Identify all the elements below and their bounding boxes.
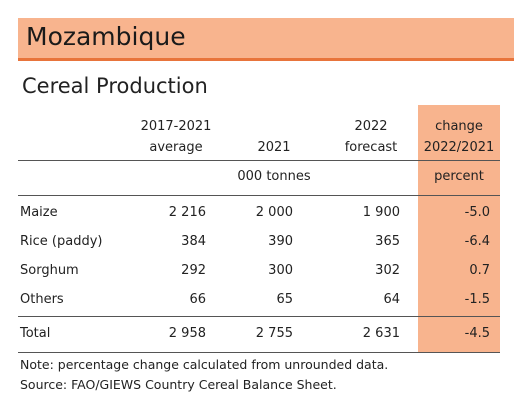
- row-label: Others: [20, 292, 64, 307]
- row-value: 2 000: [255, 205, 293, 220]
- row-label: Maize: [20, 205, 58, 220]
- row-label: Sorghum: [20, 263, 79, 278]
- total-value: 2 755: [255, 326, 293, 341]
- column-header: average: [149, 140, 203, 155]
- column-header: 2017-2021: [140, 119, 212, 134]
- column-header: change: [435, 119, 483, 134]
- column-header: 2022/2021: [423, 140, 495, 155]
- row-value: 1 900: [362, 205, 400, 220]
- row-value: 2 216: [168, 205, 206, 220]
- column-header: 2021: [257, 140, 291, 155]
- row-value: 390: [268, 234, 293, 249]
- row-value: -5.0: [464, 205, 490, 220]
- title-bar: [18, 18, 514, 61]
- total-value: 2 631: [362, 326, 400, 341]
- row-value: 302: [375, 263, 400, 278]
- row-value: 65: [276, 292, 293, 307]
- rule: [18, 316, 500, 317]
- total-label: Total: [20, 326, 51, 341]
- row-value: -1.5: [464, 292, 490, 307]
- title: Mozambique: [26, 22, 186, 51]
- row-value: 292: [181, 263, 206, 278]
- rule: [18, 160, 500, 161]
- highlight-column: [418, 105, 500, 353]
- unit-label: 000 tonnes: [237, 169, 311, 184]
- column-header: forecast: [344, 140, 398, 155]
- unit-label: percent: [434, 169, 484, 184]
- row-value: 300: [268, 263, 293, 278]
- rule: [18, 352, 500, 353]
- subtitle: Cereal Production: [22, 74, 208, 98]
- rule: [18, 195, 500, 196]
- row-value: 66: [189, 292, 206, 307]
- note: Note: percentage change calculated from …: [20, 357, 389, 372]
- row-value: 365: [375, 234, 400, 249]
- row-value: -6.4: [464, 234, 490, 249]
- column-header: 2022: [354, 119, 388, 134]
- row-value: 384: [181, 234, 206, 249]
- note: Source: FAO/GIEWS Country Cereal Balance…: [20, 377, 337, 392]
- total-value: -4.5: [464, 326, 490, 341]
- total-value: 2 958: [168, 326, 206, 341]
- row-value: 64: [383, 292, 400, 307]
- row-label: Rice (paddy): [20, 234, 103, 249]
- row-value: 0.7: [469, 263, 490, 278]
